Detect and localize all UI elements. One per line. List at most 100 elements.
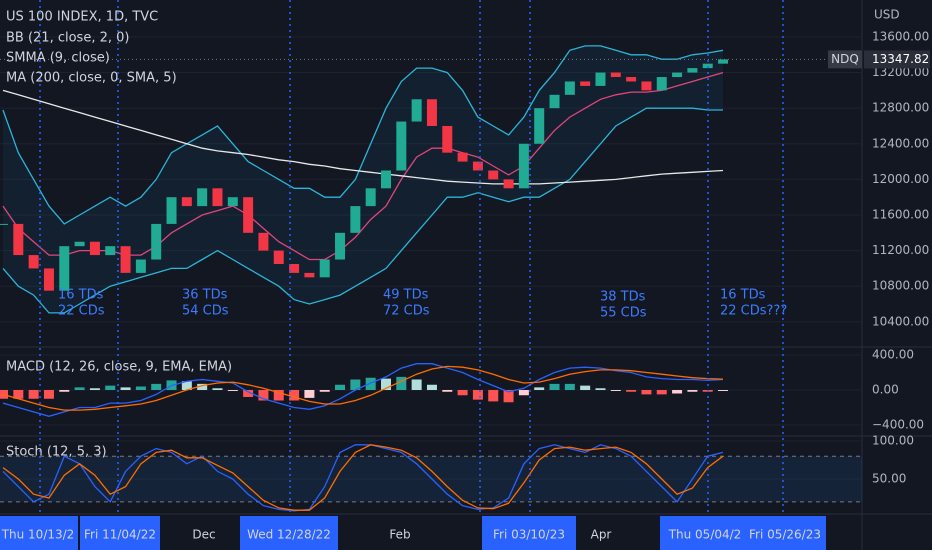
date-highlight	[482, 516, 576, 550]
y-tick-label: −400.00	[872, 418, 924, 432]
histogram-bar	[396, 376, 407, 391]
histogram-bar	[13, 390, 24, 399]
candle	[687, 68, 698, 73]
histogram-bar	[243, 390, 254, 398]
histogram-bar	[381, 378, 391, 391]
stoch-title: Stoch (12, 5, 3)	[6, 445, 107, 460]
candle	[350, 206, 361, 233]
histogram-bar	[135, 386, 146, 391]
macd-title: MACD (12, 26, close, 9, EMA, EMA)	[6, 360, 232, 375]
y-tick-label: 12000.00	[872, 172, 929, 186]
price-box	[864, 50, 930, 69]
histogram-bar	[273, 390, 284, 401]
histogram-bar	[595, 388, 606, 391]
histogram-bar	[672, 390, 683, 394]
candle	[243, 197, 254, 233]
histogram-bar	[43, 390, 54, 399]
histogram-bar	[626, 390, 637, 392]
histogram-bar	[488, 390, 499, 402]
candle	[656, 77, 667, 91]
candle	[702, 63, 713, 69]
candle	[503, 179, 514, 189]
candle	[166, 197, 177, 224]
candle	[595, 72, 606, 86]
x-axis: Thu 10/13/2 Fri 11/04/22 Dec Wed 12/28/2…	[0, 516, 826, 550]
y-tick-label: 11600.00	[872, 208, 929, 222]
annotation: 36 TDs	[182, 288, 228, 303]
legend: US 100 INDEX, 1D, TVC BB (21, close, 2, …	[6, 10, 232, 460]
candle	[0, 223, 8, 225]
candle	[335, 232, 346, 260]
plot	[0, 45, 862, 512]
candle	[181, 197, 192, 207]
indicator-label: MA (200, close, 0, SMA, 5)	[6, 71, 177, 86]
histogram-bar	[457, 390, 468, 396]
y-tick-label: 12400.00	[872, 136, 929, 150]
candle	[304, 272, 315, 278]
indicator-line	[2, 107, 723, 314]
histogram-bar	[580, 385, 591, 391]
histogram-bar	[718, 390, 729, 392]
candle	[74, 241, 85, 247]
date-highlight	[240, 516, 338, 550]
candle	[718, 59, 729, 64]
symbol-label: NDQ	[831, 52, 859, 66]
date-highlight	[0, 516, 78, 550]
histogram-bar	[564, 383, 575, 391]
x-tick-label: Wed 12/28/22	[247, 528, 331, 542]
candle	[626, 77, 637, 82]
candle	[273, 250, 284, 264]
indicator-label: SMMA (9, close)	[6, 51, 110, 66]
indicator-line	[2, 363, 724, 417]
histogram-bar	[197, 383, 208, 391]
candle	[319, 259, 330, 278]
candle	[120, 246, 131, 273]
candle	[534, 108, 545, 144]
symbol-box	[828, 50, 862, 69]
indicator-label: BB (21, close, 2, 0)	[6, 31, 129, 46]
annotation: 22 CDs	[58, 304, 105, 319]
histogram-bar	[534, 387, 545, 391]
y-tick-label: 13200.00	[872, 65, 929, 79]
date-highlight	[80, 516, 160, 550]
candle	[258, 232, 269, 251]
annotation: 55 CDs	[600, 306, 647, 321]
histogram-bar	[258, 390, 269, 401]
annotation: 54 CDs	[182, 304, 229, 319]
histogram-bar	[335, 384, 346, 391]
x-tick-label: Fri 11/04/22	[84, 528, 156, 542]
date-highlight	[660, 516, 744, 550]
histogram-bar	[181, 381, 192, 391]
annotation: 16 TDs	[58, 288, 104, 303]
y-tick-label: 11200.00	[872, 243, 929, 257]
histogram-bar	[442, 390, 453, 392]
candle	[564, 81, 575, 95]
candle	[197, 188, 208, 207]
indicator-line	[2, 45, 724, 225]
candle	[89, 241, 100, 256]
y-tick-label: 0.00	[872, 383, 899, 397]
indicator-line	[2, 444, 724, 511]
candle	[457, 152, 468, 162]
date-highlight	[744, 516, 826, 550]
candle	[43, 268, 54, 291]
histogram-bar	[641, 390, 652, 395]
stoch-band	[0, 456, 862, 502]
candle	[672, 72, 683, 78]
candle	[641, 81, 652, 91]
candle	[518, 143, 529, 189]
y-tick-label: 400.00	[872, 347, 914, 361]
histogram-bar	[304, 390, 315, 398]
histogram-bar	[610, 390, 621, 392]
histogram-bar	[74, 387, 85, 391]
y-tick-label: 50.00	[872, 472, 906, 486]
last-price-label: 13347.82	[872, 52, 929, 66]
candle	[488, 170, 499, 180]
histogram-bar	[289, 390, 300, 401]
y-tick-label: 13600.00	[872, 29, 929, 43]
candle	[426, 99, 437, 126]
candle	[580, 81, 591, 86]
currency: USD	[874, 8, 900, 22]
